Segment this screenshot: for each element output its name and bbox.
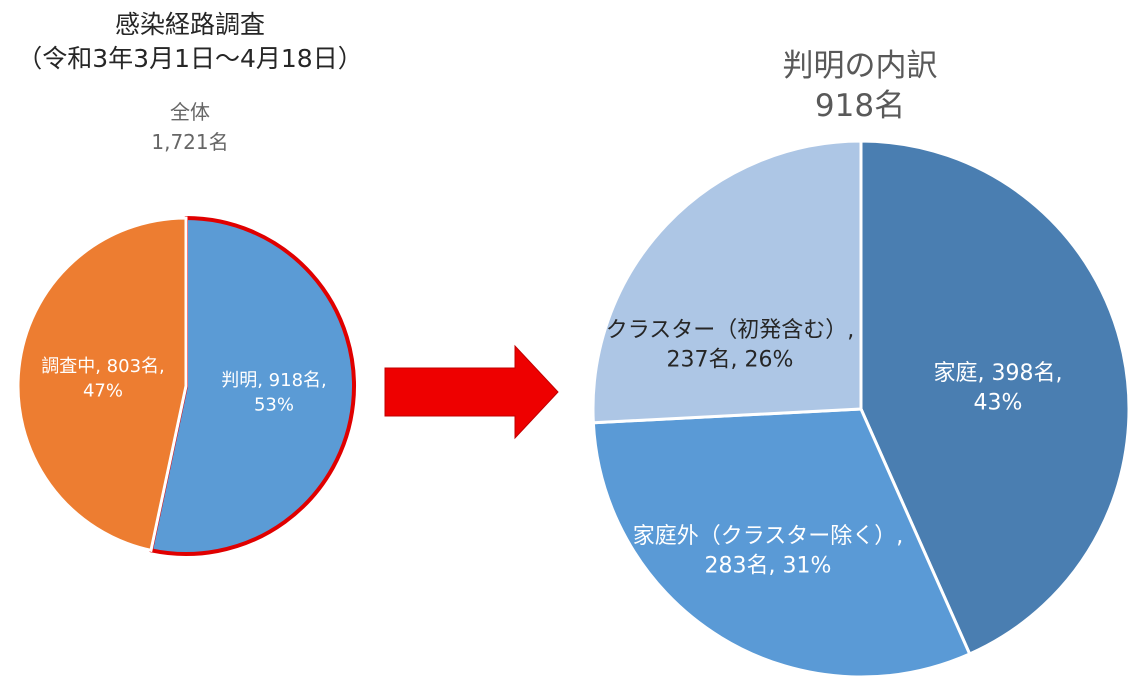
right-chart-title: 判明の内訳 — [782, 48, 938, 84]
left-pie-slice-0-label-line1: 判明, 918名, — [221, 370, 327, 391]
right-pie-slice-0 — [859, 139, 1131, 656]
right-chart-total: 918名 — [814, 88, 906, 124]
right-pie: 家庭, 398名, 43% 家庭外（クラスター除く）, 283名, 31% クラスター（… — [591, 139, 1131, 679]
left-pie-slice-1-label-line2: 47% — [83, 380, 123, 401]
right-arrow-icon — [384, 344, 559, 440]
left-total-label: 全体 — [170, 100, 210, 124]
left-chart-title: 感染経路調査 — [114, 10, 265, 39]
right-pie-slice-1-label-line2: 283名, 31% — [705, 554, 832, 579]
right-pie-slice-1-label-line1: 家庭外（クラスター除く）, — [633, 524, 904, 549]
right-pie-slice-2-label-line1: クラスター（初発含む）, — [606, 318, 855, 343]
right-pie-slice-2-label-line2: 237名, 26% — [667, 348, 794, 373]
right-pie-slice-0-label-line1: 家庭, 398名, — [934, 361, 1063, 386]
right-pie-slice-0-label-line2: 43% — [974, 391, 1023, 416]
left-pie-slice-highlight-border — [148, 216, 356, 556]
right-pie-slice-2 — [591, 139, 863, 425]
left-pie-slice-0-label-line2: 53% — [254, 394, 294, 415]
left-pie-slice-1 — [16, 216, 188, 553]
left-chart-subtitle: （令和3年3月1日～4月18日） — [17, 44, 363, 73]
left-pie: 判明, 918名, 53% 調査中, 803名, 47% — [16, 216, 356, 556]
right-pie-slice-1 — [591, 407, 972, 679]
left-total-value: 1,721名 — [151, 130, 229, 154]
left-pie-slice-1-label-line1: 調査中, 803名, — [41, 356, 165, 377]
